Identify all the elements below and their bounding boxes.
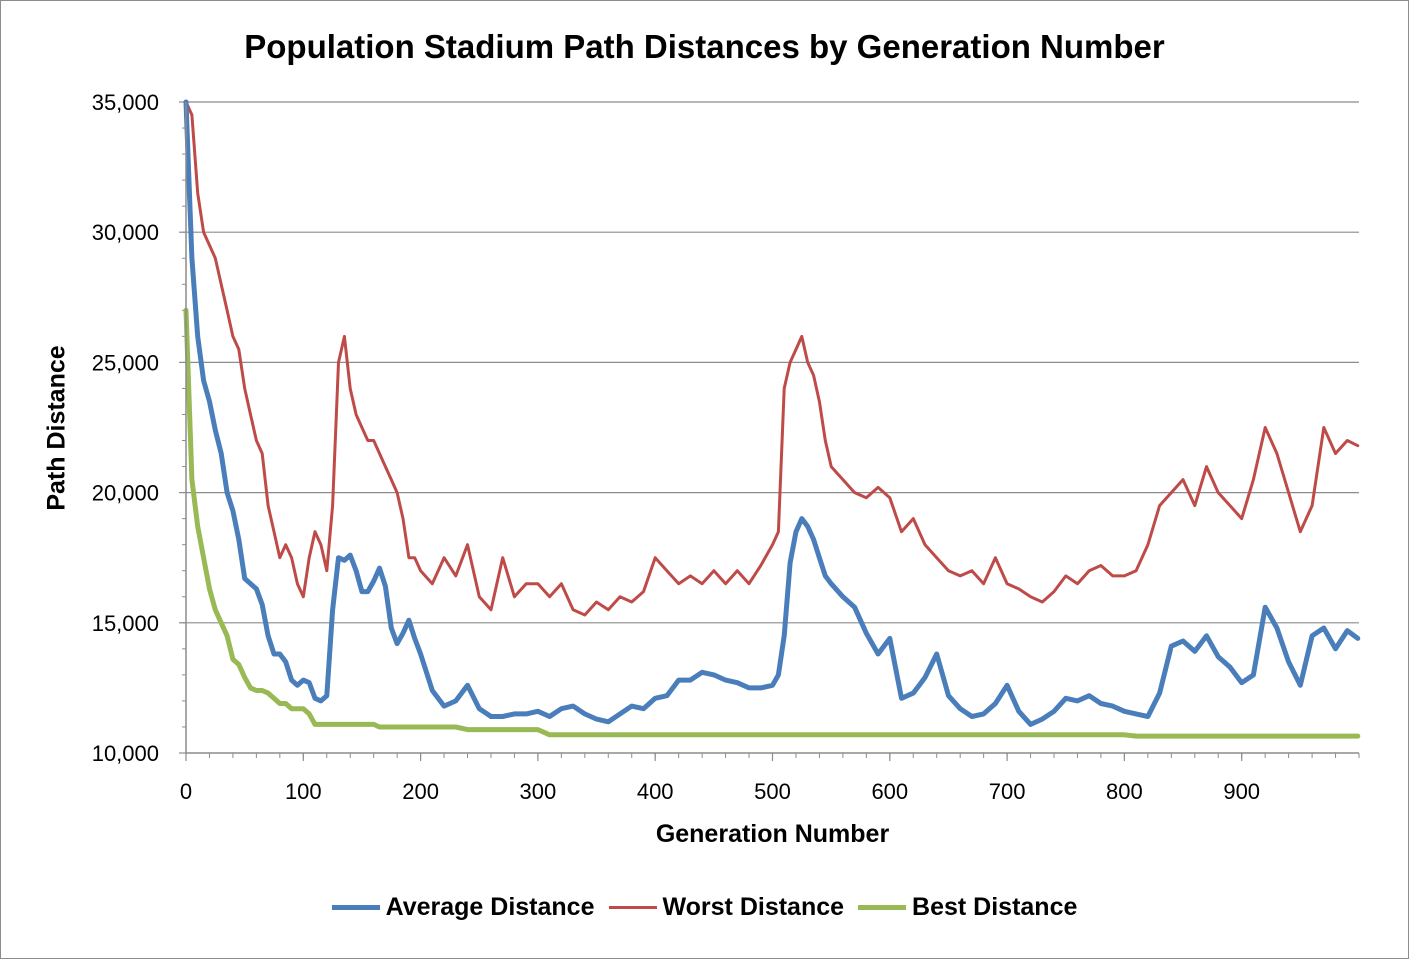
legend-swatch	[331, 905, 380, 910]
legend-item-worst-distance: Worst Distance	[608, 893, 845, 922]
legend: Average Distance Worst Distance Best Dista…	[0, 893, 1409, 922]
x-tick-label: 300	[520, 779, 557, 804]
series-line-average-distance	[183, 99, 1361, 727]
x-tick-label: 800	[1106, 779, 1143, 804]
y-tick-label: 35,000	[92, 90, 159, 115]
series-lines	[183, 99, 1361, 739]
legend-label: Worst Distance	[662, 893, 845, 921]
series-line-best-distance	[183, 307, 1361, 739]
x-tick-label: 600	[871, 779, 908, 804]
x-tick-label: 500	[754, 779, 791, 804]
x-tick-label: 900	[1223, 779, 1260, 804]
y-tick-label: 10,000	[92, 741, 159, 766]
series-line-worst-distance	[184, 100, 1360, 617]
x-tick-label: 700	[989, 779, 1026, 804]
legend-item-average-distance: Average Distance	[331, 893, 595, 922]
x-tick-label: 200	[402, 779, 439, 804]
legend-label: Average Distance	[385, 893, 595, 921]
y-tick-label: 25,000	[92, 350, 159, 375]
legend-swatch	[608, 906, 657, 909]
y-tick-label: 30,000	[92, 220, 159, 245]
legend-item-best-distance: Best Distance	[858, 893, 1077, 922]
x-tick-label: 100	[285, 779, 322, 804]
grid-lines	[186, 101, 1359, 624]
x-tick-label: 0	[180, 779, 192, 804]
y-tick-label: 20,000	[92, 481, 159, 506]
x-axis-label: Generation Number	[655, 820, 890, 848]
x-tick-label: 400	[637, 779, 674, 804]
y-tick-label: 15,000	[92, 611, 159, 636]
legend-label: Best Distance	[912, 893, 1078, 921]
legend-swatch	[858, 905, 907, 910]
chart-title: Population Stadium Path Distances by Gen…	[244, 28, 1165, 65]
axis-ticks: 10,000 15,000 20,000 25,000 30,000 35,000 0 100…	[92, 90, 1360, 804]
axes	[185, 102, 1359, 754]
